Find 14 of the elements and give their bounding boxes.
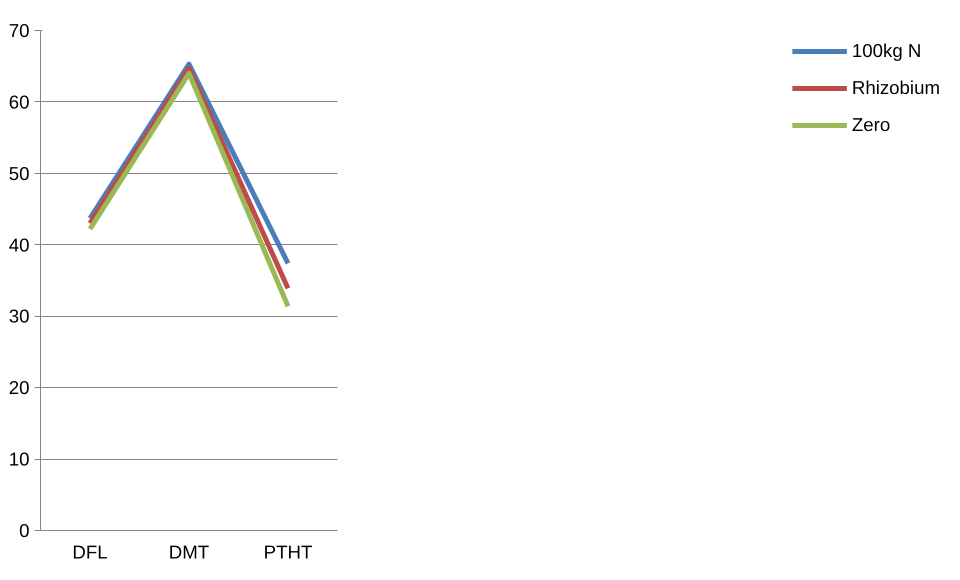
y-tick-label: 20 [8,377,30,398]
legend-label: Zero [852,114,890,136]
x-tick-label: DMT [168,542,210,562]
legend-label: Rhizobium [852,77,940,99]
y-tick-label: 10 [8,448,30,470]
y-tick-label: 0 [19,520,30,541]
y-tick-label: 30 [8,306,30,327]
x-tick-label: PTHT [264,542,312,562]
y-tick-label: 70 [8,20,30,41]
x-tick-label: DFL [72,542,108,562]
legend-label: 100kg N [852,40,922,62]
y-tick-label: 40 [8,234,30,256]
y-tick-label: 60 [8,91,30,112]
y-tick-label: 50 [8,162,30,184]
